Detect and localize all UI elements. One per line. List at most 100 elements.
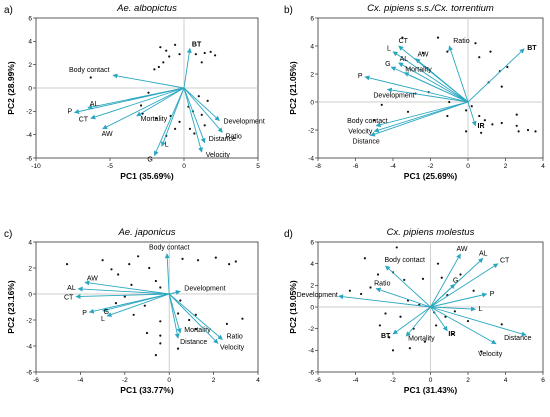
y-tick-label: -4 [26, 343, 32, 350]
x-axis-label: PC1 (35.69%) [120, 171, 174, 181]
loading-vector [430, 306, 527, 337]
loading-vector [430, 306, 476, 312]
scatter-point [480, 131, 483, 134]
scatter-point [376, 273, 380, 276]
x-tick-label: 4 [504, 377, 508, 384]
plot-frame [317, 17, 544, 159]
scatter-point [478, 114, 481, 118]
x-axis-label: PC1 (33.77%) [120, 385, 174, 395]
loading-vector [183, 87, 206, 144]
vector-label: AW [102, 131, 113, 138]
vector-label: Body contact [347, 118, 388, 125]
vector-label: G [147, 157, 152, 164]
y-axis-label: PC2 (28.99%) [6, 61, 16, 115]
x-tick-label: -4 [390, 163, 396, 170]
scatter-point [148, 266, 151, 270]
scatter-point [213, 54, 217, 57]
x-tick-label: -6 [33, 377, 39, 384]
scatter-point [421, 51, 425, 55]
panel-letter: a) [4, 5, 13, 16]
scatter-point [489, 50, 492, 53]
scatter-point [391, 349, 395, 352]
scatter-point [194, 328, 197, 331]
vector-label: P [358, 73, 363, 80]
scatter-point [178, 120, 181, 123]
x-tick-label: 2 [504, 163, 508, 170]
scatter-point [459, 273, 462, 276]
x-axis-label: PC1 (31.43%) [404, 385, 458, 395]
scatter-point [500, 121, 503, 125]
scatter-point [241, 317, 244, 320]
vector-label: AW [418, 52, 429, 59]
loading-vector [84, 280, 170, 295]
scatter-point [193, 132, 196, 135]
scatter-point [196, 259, 200, 262]
scatter-point [395, 246, 398, 249]
scatter-point [214, 256, 217, 259]
scatter-point [153, 68, 156, 71]
scatter-point [65, 263, 69, 266]
y-tick-label: 2 [28, 265, 32, 272]
loading-vector [375, 287, 431, 308]
loading-vector [168, 293, 219, 344]
scatter-point [451, 332, 455, 336]
scatter-point [436, 262, 440, 265]
x-tick-label: -2 [390, 377, 396, 384]
scatter-point [176, 312, 180, 315]
loading-vector [392, 306, 431, 335]
scatter-point [388, 336, 391, 339]
vector-label: IR [448, 331, 455, 338]
scatter-point [470, 105, 473, 108]
scatter-point [162, 61, 165, 64]
y-axis-label: PC2 (23.16%) [6, 280, 16, 334]
vector-label: Velocity [348, 128, 373, 135]
vector-label: BT [192, 41, 202, 48]
scatter-point [483, 119, 486, 122]
scatter-point [145, 331, 149, 335]
panel-d: d) Cx. pipiens molestus -6 -4 -2 0 2 4 6 -6 -4 -2 0 2… [284, 227, 545, 395]
scatter-point [165, 49, 168, 52]
x-tick-label: -4 [78, 377, 84, 384]
vector-label: Distance [504, 335, 531, 342]
y-tick-label: -6 [308, 369, 314, 376]
scatter-point [188, 127, 192, 130]
y-tick-label: 2 [310, 71, 314, 78]
vector-label: AL [90, 101, 99, 108]
vector-label: Mortality [141, 116, 168, 123]
vector-label: Body contact [69, 67, 110, 74]
loading-vector [164, 253, 170, 295]
vector-label: Ratio [226, 334, 242, 341]
y-axis-label: PC2 (19.05%) [288, 280, 298, 334]
scatter-point [500, 85, 503, 88]
scatter-point [200, 61, 203, 64]
y-tick-label: 0 [310, 99, 314, 106]
loading-vector [375, 101, 469, 128]
scatter-point [465, 109, 468, 112]
panel-a: a) Ae. albopictus -10 -5 0 5 -6 -4 -2 0 2 4 6 PC1 (35… [4, 3, 265, 181]
x-tick-label: 6 [541, 377, 545, 384]
scatter-point [179, 299, 182, 302]
scatter-point [110, 268, 113, 271]
x-tick-label: 4 [256, 377, 260, 384]
panel-letter: b) [284, 5, 293, 16]
x-tick-label: 2 [212, 377, 216, 384]
y-tick-label: 4 [310, 43, 314, 50]
y-tick-label: -4 [308, 348, 314, 355]
vector-label: Distance [353, 139, 380, 146]
scatter-point [143, 304, 146, 307]
scatter-point [209, 50, 212, 53]
scatter-point [157, 65, 160, 69]
vector-label: Development [297, 292, 338, 299]
vector-label: L [479, 306, 483, 313]
scatter-point [194, 53, 197, 56]
vector-label: Development [373, 92, 414, 99]
plot-frame [35, 241, 259, 373]
y-tick-label: 2 [310, 283, 314, 290]
scatter-point [174, 43, 177, 46]
scatter-point [406, 110, 410, 113]
loading-vector [183, 87, 220, 122]
loading-vector [448, 45, 469, 103]
x-tick-label: -2 [428, 163, 434, 170]
scatter-point [203, 51, 206, 55]
